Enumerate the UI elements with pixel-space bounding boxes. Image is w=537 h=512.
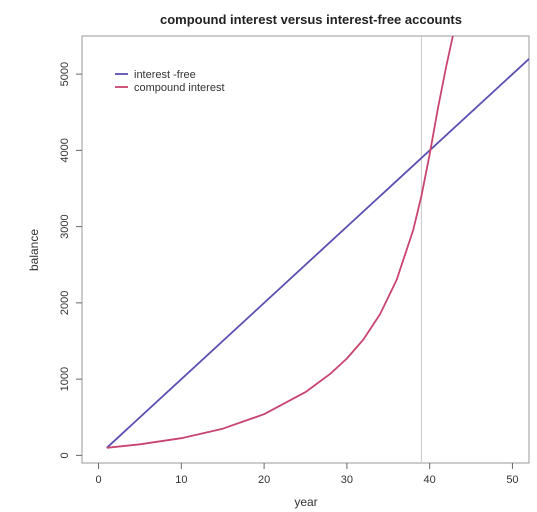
x-tick-label: 50 (506, 474, 518, 486)
x-tick-label: 10 (175, 474, 187, 486)
x-axis: 0 10 20 30 40 50 (95, 463, 519, 486)
y-tick-label: 1000 (59, 367, 71, 391)
x-tick-label: 40 (424, 474, 436, 486)
x-tick-label: 20 (258, 474, 270, 486)
y-tick-label: 3000 (59, 214, 71, 238)
x-tick-label: 0 (95, 474, 101, 486)
x-axis-label: year (294, 495, 317, 509)
y-tick-label: 5000 (59, 62, 71, 86)
series-line-2 (106, 36, 454, 449)
legend-label: compound interest (134, 82, 225, 94)
x-tick-label: 30 (341, 474, 353, 486)
y-axis-label: balance (27, 229, 41, 271)
y-tick-label: 0 (59, 452, 71, 458)
chart-title: compound interest versus interest-free a… (160, 12, 462, 27)
y-tick-label: 2000 (59, 291, 71, 315)
series-group (106, 36, 529, 449)
plot-area (81, 35, 530, 464)
series-line-1 (106, 58, 529, 449)
y-tick-label: 4000 (59, 138, 71, 162)
y-axis: 0 1000 2000 3000 4000 5000 (59, 62, 82, 458)
legend-label: interest -free (134, 69, 196, 81)
